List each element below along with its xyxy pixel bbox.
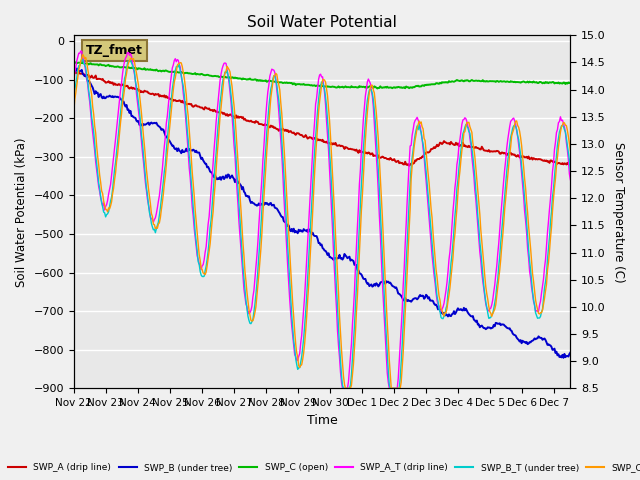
Y-axis label: Sensor Temperature (C): Sensor Temperature (C): [612, 142, 625, 282]
Title: Soil Water Potential: Soil Water Potential: [247, 15, 397, 30]
Text: TZ_fmet: TZ_fmet: [86, 44, 143, 57]
Legend: SWP_A (drip line), SWP_B (under tree), SWP_C (open), SWP_A_T (drip line), SWP_B_: SWP_A (drip line), SWP_B (under tree), S…: [4, 459, 640, 476]
X-axis label: Time: Time: [307, 414, 337, 427]
Y-axis label: Soil Water Potential (kPa): Soil Water Potential (kPa): [15, 137, 28, 287]
